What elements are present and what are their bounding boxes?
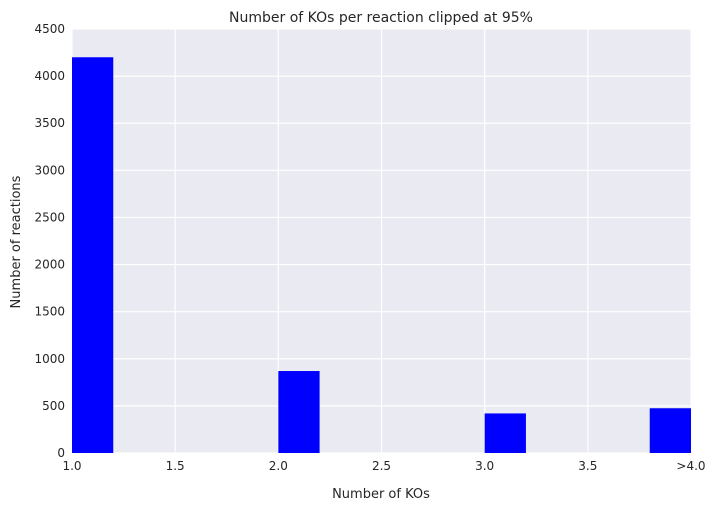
bars — [72, 57, 691, 454]
bar-1 — [278, 371, 320, 453]
y-tick-label: 0 — [57, 446, 65, 460]
y-tick-label: 4500 — [34, 22, 65, 36]
y-tick-label: 3500 — [34, 116, 65, 130]
x-tick-label: 2.5 — [372, 459, 391, 473]
chart-title: Number of KOs per reaction clipped at 95… — [229, 10, 533, 26]
bar-0 — [72, 57, 114, 454]
y-tick-label: 4000 — [34, 69, 65, 83]
y-tick-label: 2000 — [34, 258, 65, 272]
x-tick-label: 1.0 — [62, 459, 81, 473]
bar-2 — [484, 413, 526, 453]
x-tick-label: 1.5 — [166, 459, 185, 473]
x-tick-label: 2.0 — [269, 459, 288, 473]
x-tick-label: 3.5 — [578, 459, 597, 473]
y-tick-label: 1500 — [34, 305, 65, 319]
x-tick-label: >4.0 — [676, 459, 705, 473]
y-tick-label: 1000 — [34, 352, 65, 366]
bar-3 — [649, 408, 691, 453]
y-tick-label: 500 — [42, 399, 65, 413]
y-tick-label: 2500 — [34, 210, 65, 224]
x-tick-label: 3.0 — [475, 459, 494, 473]
x-axis-ticks: 1.0 1.5 2.0 2.5 3.0 3.5 >4.0 — [62, 459, 705, 473]
y-axis-label: Number of reactions — [9, 175, 24, 308]
x-axis-label: Number of KOs — [332, 487, 430, 502]
y-tick-label: 3000 — [34, 163, 65, 177]
y-axis-ticks: 0 500 1000 1500 2000 2500 3000 3500 4000 4500 — [34, 22, 65, 460]
